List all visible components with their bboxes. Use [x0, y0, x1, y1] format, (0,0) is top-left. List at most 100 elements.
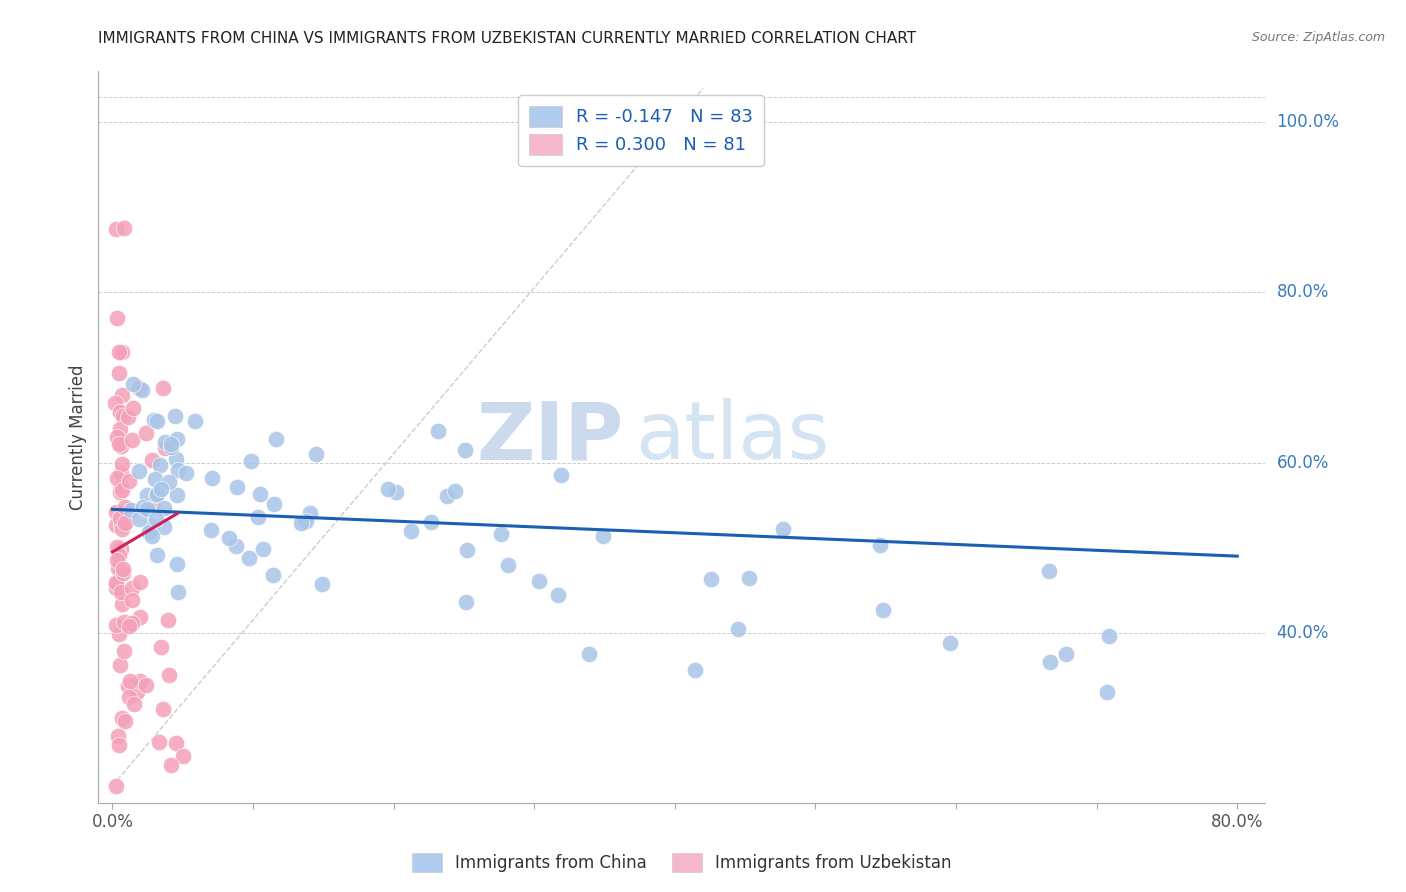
- Point: [104, 575, 127, 590]
- Point: [156, 613, 179, 627]
- Point: [550, 468, 572, 483]
- Point: [427, 424, 450, 438]
- Point: [141, 453, 163, 467]
- Point: [110, 439, 132, 453]
- Point: [149, 640, 172, 654]
- Point: [111, 387, 134, 401]
- Text: 80.0%: 80.0%: [1277, 284, 1329, 301]
- Point: [105, 505, 128, 519]
- Point: [114, 714, 136, 729]
- Point: [128, 464, 150, 478]
- Point: [238, 550, 260, 565]
- Text: atlas: atlas: [636, 398, 830, 476]
- Point: [118, 474, 141, 488]
- Text: ZIP: ZIP: [477, 398, 623, 476]
- Text: Source: ZipAtlas.com: Source: ZipAtlas.com: [1251, 31, 1385, 45]
- Point: [120, 674, 142, 689]
- Point: [143, 413, 166, 427]
- Point: [527, 574, 550, 589]
- Point: [1054, 647, 1077, 661]
- Point: [153, 520, 176, 534]
- Point: [111, 345, 134, 359]
- Point: [108, 345, 131, 359]
- Point: [121, 593, 143, 607]
- Point: [174, 466, 197, 480]
- Point: [105, 618, 128, 632]
- Point: [139, 519, 162, 533]
- Point: [104, 396, 127, 410]
- Point: [166, 558, 188, 572]
- Point: [120, 502, 142, 516]
- Point: [105, 430, 128, 444]
- Point: [129, 673, 152, 688]
- Point: [305, 447, 328, 461]
- Point: [138, 525, 160, 540]
- Point: [148, 735, 170, 749]
- Point: [128, 381, 150, 395]
- Point: [111, 457, 134, 471]
- Point: [298, 506, 321, 520]
- Point: [592, 529, 614, 543]
- Point: [112, 516, 135, 531]
- Point: [112, 409, 135, 423]
- Point: [311, 576, 333, 591]
- Point: [108, 421, 131, 435]
- Point: [727, 622, 749, 636]
- Point: [127, 684, 149, 698]
- Point: [153, 441, 176, 455]
- Point: [155, 435, 177, 450]
- Point: [105, 311, 128, 326]
- Point: [578, 648, 600, 662]
- Point: [184, 414, 207, 428]
- Point: [1039, 656, 1062, 670]
- Point: [105, 540, 128, 554]
- Point: [136, 502, 159, 516]
- Point: [145, 488, 167, 502]
- Point: [108, 548, 131, 562]
- Point: [547, 588, 569, 602]
- Point: [141, 529, 163, 543]
- Point: [105, 471, 128, 485]
- Point: [218, 531, 240, 545]
- Point: [112, 643, 135, 657]
- Point: [153, 500, 176, 515]
- Point: [166, 488, 188, 502]
- Point: [401, 524, 423, 538]
- Point: [159, 668, 181, 682]
- Point: [454, 594, 477, 608]
- Point: [436, 489, 458, 503]
- Point: [112, 562, 135, 576]
- Point: [149, 458, 172, 472]
- Point: [108, 510, 131, 524]
- Point: [456, 542, 478, 557]
- Point: [131, 384, 153, 398]
- Point: [738, 571, 761, 585]
- Legend: Immigrants from China, Immigrants from Uzbekistan: Immigrants from China, Immigrants from U…: [405, 846, 959, 879]
- Point: [226, 480, 249, 494]
- Point: [129, 575, 152, 590]
- Point: [167, 585, 190, 599]
- Point: [112, 220, 135, 235]
- Point: [128, 512, 150, 526]
- Point: [104, 581, 127, 595]
- Point: [114, 516, 136, 530]
- Point: [108, 404, 131, 418]
- Point: [104, 518, 127, 533]
- Point: [107, 627, 129, 641]
- Point: [146, 414, 169, 428]
- Point: [496, 558, 519, 573]
- Point: [104, 779, 127, 793]
- Point: [111, 522, 134, 536]
- Point: [110, 598, 132, 612]
- Point: [118, 619, 141, 633]
- Point: [135, 678, 157, 692]
- Text: 40.0%: 40.0%: [1277, 624, 1329, 641]
- Point: [108, 658, 131, 673]
- Point: [246, 510, 269, 524]
- Point: [384, 485, 406, 500]
- Point: [121, 615, 143, 630]
- Point: [108, 437, 131, 451]
- Point: [152, 702, 174, 716]
- Point: [290, 516, 312, 531]
- Point: [152, 381, 174, 395]
